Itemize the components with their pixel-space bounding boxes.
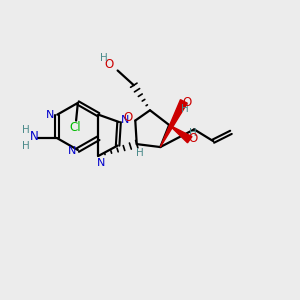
- Text: H: H: [22, 125, 30, 135]
- Text: O: O: [182, 96, 191, 110]
- Polygon shape: [160, 100, 187, 147]
- Polygon shape: [169, 125, 192, 143]
- Text: Cl: Cl: [69, 122, 81, 134]
- Text: H: H: [182, 104, 189, 114]
- Text: O: O: [188, 132, 198, 145]
- Text: N: N: [121, 115, 129, 125]
- Text: N: N: [46, 110, 55, 120]
- Text: H: H: [22, 141, 30, 151]
- Text: N: N: [68, 146, 76, 157]
- Text: N: N: [30, 130, 39, 143]
- Text: H: H: [136, 148, 144, 158]
- Text: O: O: [104, 58, 114, 71]
- Text: N: N: [97, 158, 105, 168]
- Text: O: O: [124, 110, 133, 124]
- Text: H: H: [100, 53, 108, 63]
- Text: H: H: [189, 128, 197, 138]
